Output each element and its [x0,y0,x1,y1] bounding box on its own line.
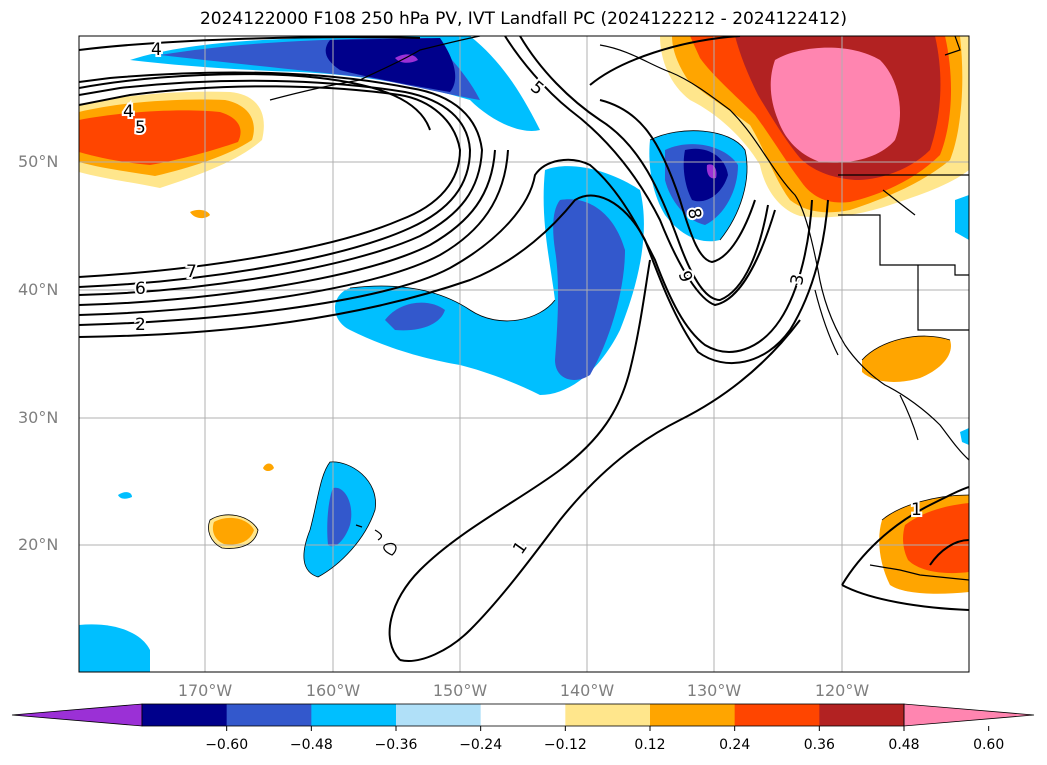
colorbar-segment [734,704,820,726]
contour-label: 1 [911,500,922,520]
colorbar-tick-label: −0.36 [374,737,418,753]
contour-label: 4 [151,40,162,60]
colorbar-tick-label: −0.24 [459,737,503,753]
contour-labels: 4 4 5 5 7 6 2 8 9 3 1 1 [121,38,924,560]
colorbar-frame [141,703,905,727]
lon-tick: 140°W [559,681,615,700]
colorbar-segment [650,704,736,726]
lat-tick: 40°N [18,280,59,299]
positive-pv-shading [79,36,969,594]
colorbar-tick-label: 0.60 [973,737,1005,753]
map-frame [78,35,970,673]
colorbar-segment [226,704,312,726]
map-panel: 4 4 5 5 7 6 2 8 9 3 1 1 [79,36,969,672]
coastlines [269,36,969,581]
colorbar-tick-label: −0.48 [289,737,333,753]
lon-tick: 170°W [177,681,233,700]
colorbar-tick-label: 0.24 [719,737,751,753]
contour-label: 4 [123,102,134,122]
contour-label: 5 [135,118,146,138]
contour-label: 2 [135,315,146,335]
colorbar-tick-label: 0.12 [634,737,666,753]
colorbar-segment [396,704,482,726]
lat-tick: 30°N [18,408,59,427]
contour-label: 7 [186,262,197,282]
lat-tick: 20°N [18,535,59,554]
colorbar-tick-label: −0.12 [543,737,587,753]
colorbar-extend-high [903,703,1035,727]
lon-tick: 150°W [432,681,488,700]
colorbar-segment [480,704,566,726]
lon-tick: 120°W [814,681,870,700]
pv-outline-contours [208,130,969,578]
ivt-contours [79,36,969,662]
lat-tick: 50°N [18,152,59,171]
colorbar-tick-label: 0.48 [888,737,920,753]
map-title: 2024122000 F108 250 hPa PV, IVT Landfall… [199,9,847,29]
colorbar-extend-low [11,703,143,727]
colorbar [11,703,1035,731]
colorbar-segment [311,704,397,726]
graticule [79,36,969,672]
lon-tick: 130°W [686,681,742,700]
colorbar-segment [819,704,905,726]
lon-tick: 160°W [305,681,361,700]
colorbar-segment [565,704,651,726]
colorbar-tick-label: 0.36 [803,737,835,753]
colorbar-tick-label: −0.60 [205,737,249,753]
contour-label: 6 [135,279,146,299]
colorbar-segment [142,704,228,726]
